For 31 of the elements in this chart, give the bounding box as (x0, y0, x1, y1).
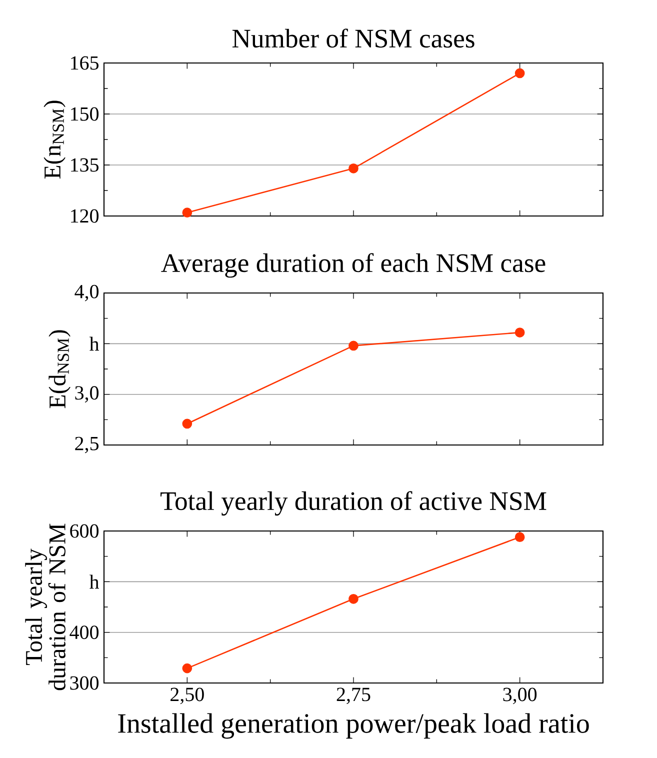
y-tick-label: 165 (71, 56, 99, 70)
y-axis-title: E(d$_{NSM}$) (48, 330, 70, 408)
y-tick-label: 2,5 (75, 436, 99, 454)
point (348, 163, 358, 174)
point (514, 328, 525, 338)
y-axis-title: E(n$_{NSM}$) (44, 100, 66, 179)
y-tick-label: 600 (70, 524, 99, 538)
y-tick-label: h (89, 574, 100, 589)
point (182, 418, 192, 429)
point (182, 663, 192, 674)
point (182, 208, 192, 218)
point (514, 68, 525, 78)
chart-title: Number of NSM cases (232, 28, 474, 48)
y-tick-label: h (89, 336, 100, 351)
chart-title: Total yearly duration of active NSM (160, 491, 546, 516)
point (514, 532, 525, 542)
point (348, 594, 358, 604)
x-tick-label: 2,50 (170, 688, 204, 704)
x-tick-label: 2,75 (336, 688, 370, 704)
x-axis-title: Installed generation power/peak load ratio (118, 713, 589, 739)
y-axis-title: Total yearly duration of NSM (25, 524, 66, 690)
point (348, 340, 358, 351)
y-tick-label: 120 (71, 209, 99, 223)
x-tick-label: 3,00 (503, 688, 537, 704)
y-tick-label: 3,0 (75, 386, 99, 403)
y-tick-label: 135 (71, 158, 99, 172)
y-tick-label: 400 (70, 626, 99, 640)
y-tick-label: 4,0 (74, 284, 99, 302)
y-tick-label: 300 (70, 676, 99, 690)
chart-title: Average duration of each NSM case (161, 253, 546, 278)
y-tick-label: 150 (71, 107, 99, 121)
